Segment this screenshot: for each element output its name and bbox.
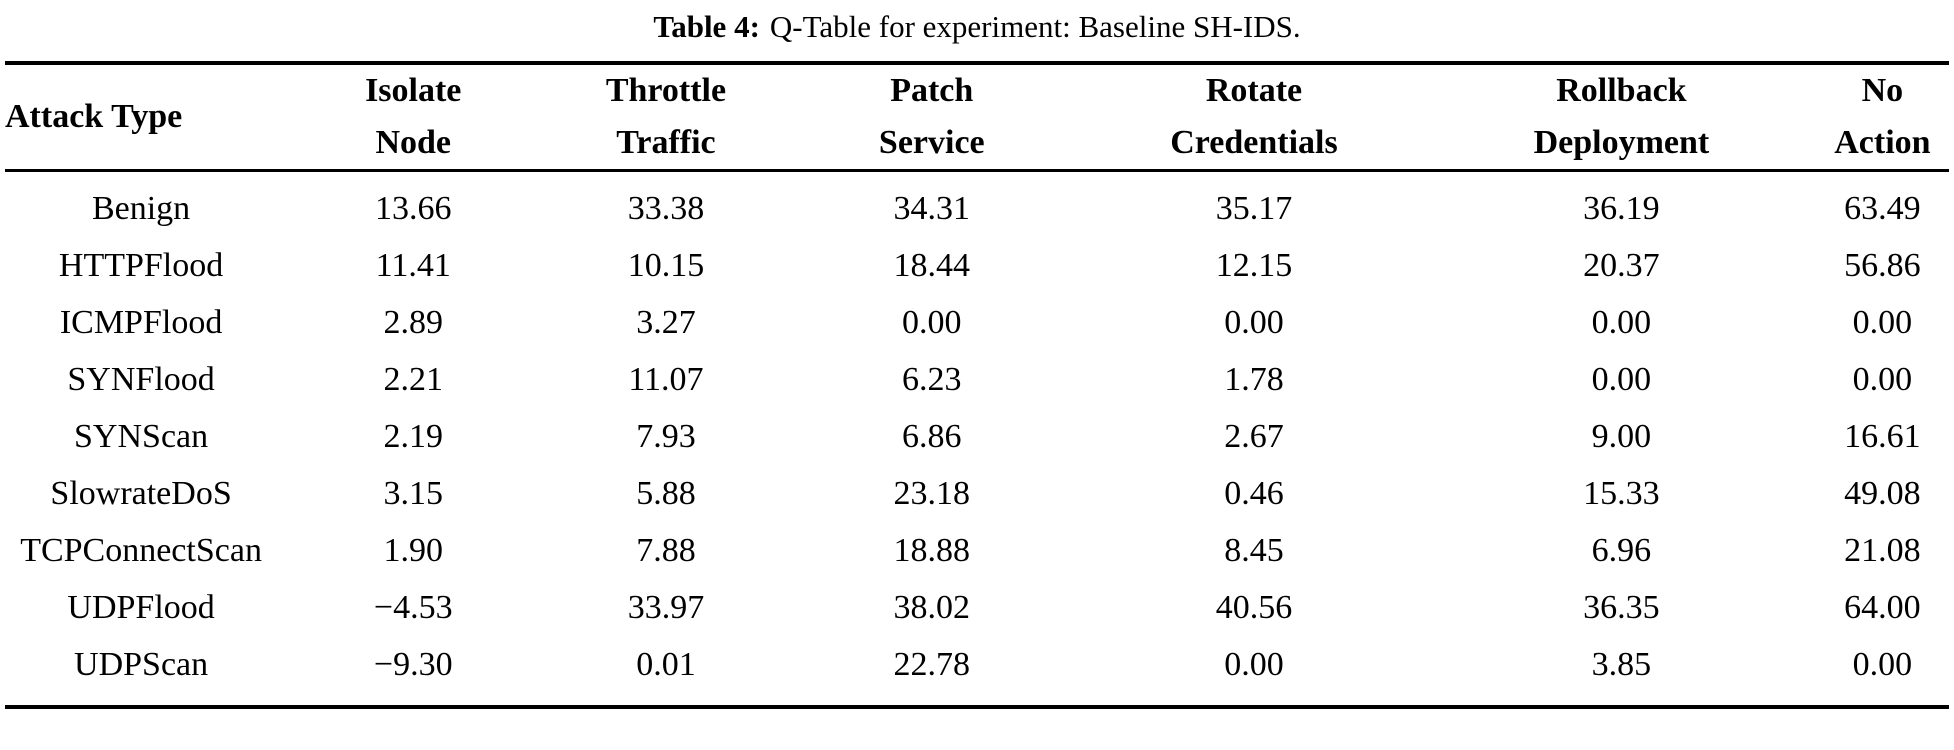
q-value-cell: 2.67 — [1224, 418, 1284, 455]
q-value-cell: 2.19 — [383, 418, 443, 455]
q-value-cell: 6.23 — [902, 361, 962, 398]
q-value-cell: 5.88 — [636, 475, 696, 512]
q-value-cell: 22.78 — [893, 646, 971, 683]
q-value-cell: 9.00 — [1591, 418, 1652, 455]
table-row: SlowrateDoS 3.15 5.88 23.18 0.46 15.33 4… — [5, 465, 1949, 522]
column-header-no-action: No — [1861, 72, 1904, 109]
q-value-cell: 33.97 — [627, 589, 705, 626]
table-row: UDPScan −9.30 0.01 22.78 0.00 3.85 0.00 — [5, 636, 1949, 707]
q-value-cell: 6.96 — [1591, 532, 1652, 569]
q-table: Attack Type Isolate Throttle Patch Rotat… — [5, 61, 1949, 709]
q-value-cell: 21.08 — [1844, 532, 1921, 569]
column-header-rollback-deployment-line2: Deployment — [1427, 117, 1816, 172]
column-header-rotate-credentials-line2: Credentials — [1080, 117, 1427, 172]
q-value-cell: 0.46 — [1224, 475, 1284, 512]
table-row: Benign 13.66 33.38 34.31 35.17 36.19 63.… — [5, 171, 1949, 238]
q-value-cell: 18.88 — [893, 532, 971, 569]
q-value-cell: 3.27 — [636, 304, 696, 341]
q-value-cell: 38.02 — [893, 589, 971, 626]
q-value-cell: 18.44 — [893, 247, 971, 284]
table-row: TCPConnectScan 1.90 7.88 18.88 8.45 6.96… — [5, 522, 1949, 579]
q-value-cell: 1.78 — [1224, 361, 1284, 398]
q-value-cell: 1.90 — [383, 532, 443, 569]
q-value-cell: 12.15 — [1215, 247, 1293, 284]
q-value-cell: 0.00 — [1224, 304, 1284, 341]
q-value-cell: 23.18 — [893, 475, 971, 512]
q-value-cell: −4.53 — [373, 589, 453, 626]
attack-type-cell: SYNFlood — [67, 361, 215, 398]
q-value-cell: 40.56 — [1215, 589, 1293, 626]
table-row: SYNScan 2.19 7.93 6.86 2.67 9.00 16.61 — [5, 408, 1949, 465]
attack-type-cell: UDPScan — [74, 646, 209, 683]
q-value-cell: 13.66 — [374, 190, 452, 227]
table-caption-label: Table 4: — [653, 9, 760, 44]
column-header-patch-service: Patch — [890, 72, 974, 109]
q-value-cell: 33.38 — [627, 190, 705, 227]
q-value-cell: 0.00 — [1591, 304, 1652, 341]
column-header-attack-type: Attack Type — [5, 63, 278, 172]
q-value-cell: 35.17 — [1215, 190, 1293, 227]
q-value-cell: 11.07 — [628, 361, 704, 398]
q-value-cell: 0.00 — [1852, 361, 1913, 398]
q-value-cell: 2.89 — [383, 304, 443, 341]
q-value-cell: 7.93 — [636, 418, 696, 455]
q-value-cell: 2.21 — [383, 361, 443, 398]
q-value-cell: 11.41 — [375, 247, 451, 284]
q-table-body: Benign 13.66 33.38 34.31 35.17 36.19 63.… — [5, 171, 1949, 708]
column-header-patch-service-line2: Service — [782, 117, 1081, 172]
table-caption-text: Q-Table for experiment: Baseline SH-IDS. — [769, 9, 1301, 44]
q-value-cell: 0.00 — [1852, 646, 1913, 683]
attack-type-cell: TCPConnectScan — [20, 532, 262, 569]
column-header-no-action-line2: Action — [1815, 117, 1949, 172]
q-value-cell: 0.00 — [1224, 646, 1284, 683]
q-value-cell: 63.49 — [1844, 190, 1921, 227]
q-value-cell: 34.31 — [893, 190, 971, 227]
column-header-rollback-deployment: Rollback — [1556, 72, 1687, 109]
q-value-cell: 49.08 — [1844, 475, 1921, 512]
q-value-cell: 0.01 — [636, 646, 696, 683]
attack-type-cell: SlowrateDoS — [50, 475, 232, 512]
column-header-rotate-credentials: Rotate — [1205, 72, 1303, 109]
q-value-cell: 3.85 — [1591, 646, 1652, 683]
q-value-cell: −9.30 — [373, 646, 453, 683]
table-caption: Table 4: Q-Table for experiment: Baseline… — [0, 4, 1954, 50]
q-value-cell: 0.00 — [902, 304, 962, 341]
q-value-cell: 16.61 — [1844, 418, 1921, 455]
attack-type-cell: UDPFlood — [67, 589, 215, 626]
q-value-cell: 36.35 — [1583, 589, 1660, 626]
column-header-isolate-node-line2: Node — [277, 117, 550, 172]
attack-type-cell: Benign — [91, 190, 191, 227]
q-table-header: Attack Type Isolate Throttle Patch Rotat… — [5, 63, 1949, 172]
column-header-throttle-traffic-line2: Traffic — [549, 117, 783, 172]
table-row: SYNFlood 2.21 11.07 6.23 1.78 0.00 0.00 — [5, 351, 1949, 408]
q-value-cell: 6.86 — [902, 418, 962, 455]
attack-type-cell: ICMPFlood — [59, 304, 223, 341]
table-row: HTTPFlood 11.41 10.15 18.44 12.15 20.37 … — [5, 237, 1949, 294]
q-value-cell: 36.19 — [1583, 190, 1660, 227]
column-header-throttle-traffic: Throttle — [605, 72, 727, 109]
q-value-cell: 15.33 — [1583, 475, 1660, 512]
q-value-cell: 8.45 — [1224, 532, 1284, 569]
q-value-cell: 20.37 — [1583, 247, 1660, 284]
q-value-cell: 56.86 — [1844, 247, 1921, 284]
attack-type-cell: HTTPFlood — [58, 247, 224, 284]
column-header-isolate-node: Isolate — [365, 72, 462, 109]
table-row: UDPFlood −4.53 33.97 38.02 40.56 36.35 6… — [5, 579, 1949, 636]
attack-type-cell: SYNScan — [74, 418, 209, 455]
q-value-cell: 0.00 — [1591, 361, 1652, 398]
q-value-cell: 64.00 — [1844, 589, 1921, 626]
table-row: ICMPFlood 2.89 3.27 0.00 0.00 0.00 0.00 — [5, 294, 1949, 351]
q-value-cell: 7.88 — [636, 532, 696, 569]
q-value-cell: 3.15 — [383, 475, 443, 512]
q-value-cell: 10.15 — [627, 247, 705, 284]
q-value-cell: 0.00 — [1852, 304, 1913, 341]
